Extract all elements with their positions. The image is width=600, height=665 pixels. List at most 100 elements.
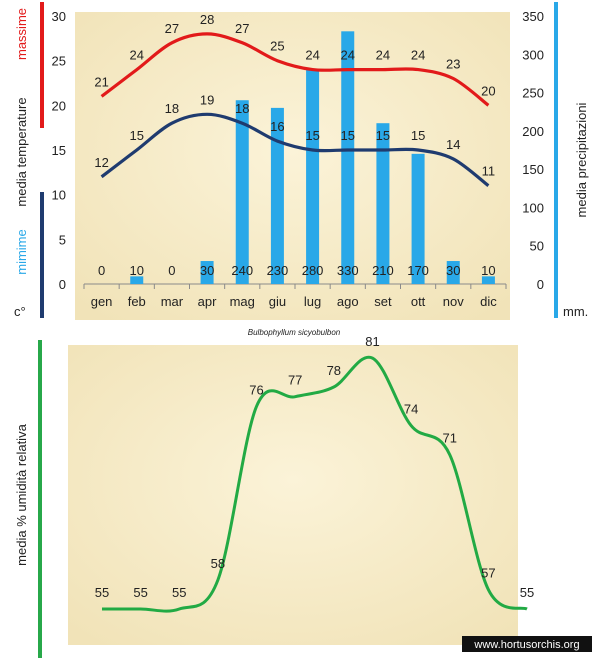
left-tick-label: 30 [52, 9, 66, 24]
humidity-label: 55 [133, 585, 147, 600]
right-tick-label: 0 [537, 277, 544, 292]
max-temperature-line [100, 32, 490, 107]
month-label: dic [480, 294, 497, 309]
precipitation-bar [130, 276, 144, 284]
max-temperature-label: 24 [341, 48, 355, 63]
month-label: feb [128, 294, 146, 309]
right-tick-label: 350 [522, 9, 544, 24]
right-tick-label: 50 [530, 239, 544, 254]
watermark: www.hortusorchis.org [473, 639, 579, 651]
left-tick-label: 15 [52, 143, 66, 158]
humidity-label: 71 [442, 431, 456, 446]
left-axis-title: media temperature [14, 97, 29, 206]
watermark-background [462, 636, 592, 652]
temperature-precipitation-chart: 0510152025300501001502002503003502124272… [52, 9, 544, 309]
top-chart-background [75, 12, 510, 320]
precipitation-bar [270, 107, 284, 284]
left-axis-unit: c° [14, 304, 26, 319]
left-tick-label: 0 [59, 277, 66, 292]
month-label: mag [230, 294, 255, 309]
month-label: ago [337, 294, 359, 309]
minime-label: mimime [14, 229, 29, 275]
humidity-label: 55 [95, 585, 109, 600]
max-temperature-label: 25 [270, 39, 284, 54]
precipitation-bar [235, 100, 249, 284]
min-temperature-label: 15 [341, 128, 355, 143]
precipitation-label: 30 [200, 263, 214, 278]
min-temperature-label: 16 [270, 119, 284, 134]
month-label: gen [91, 294, 113, 309]
precipitation-label: 0 [168, 263, 175, 278]
right-tick-label: 200 [522, 124, 544, 139]
humidity-label: 57 [481, 566, 495, 581]
min-temperature-line [100, 112, 490, 187]
precipitation-label: 0 [98, 263, 105, 278]
min-temperature-label: 19 [200, 92, 214, 107]
right-tick-label: 300 [522, 47, 544, 62]
right-tick-label: 100 [522, 200, 544, 215]
month-label: ott [411, 294, 426, 309]
precipitation-label: 10 [481, 263, 495, 278]
humidity-chart: 55 55 55 58 76 77 78 81 74 71 57 55 [95, 334, 534, 613]
min-temperature-label: 12 [94, 155, 108, 170]
min-temperature-label: 18 [165, 101, 179, 116]
precipitation-bar [446, 261, 460, 284]
precipitation-label: 230 [267, 263, 289, 278]
month-label: set [374, 294, 392, 309]
precipitation-label: 280 [302, 263, 324, 278]
right-tick-label: 150 [522, 162, 544, 177]
max-temperature-label: 24 [130, 48, 144, 63]
precipitation-bar [200, 261, 214, 284]
min-temperature-label: 15 [376, 128, 390, 143]
min-temperature-label: 11 [482, 164, 496, 179]
precipitation-bar [376, 123, 390, 284]
precipitation-label: 240 [231, 263, 253, 278]
max-temperature-label: 23 [446, 57, 460, 72]
min-temperature-label: 18 [235, 101, 249, 116]
max-temperature-label: 21 [94, 74, 108, 89]
left-tick-label: 20 [52, 98, 66, 113]
humidity-label: 78 [327, 363, 341, 378]
right-tick-label: 250 [522, 86, 544, 101]
max-temperature-label: 28 [200, 12, 214, 27]
right-axis-unit: mm. [563, 304, 588, 319]
humidity-label: 81 [365, 334, 379, 349]
precipitation-label: 170 [407, 263, 429, 278]
month-label: lug [304, 294, 321, 309]
left-tick-label: 25 [52, 54, 66, 69]
max-temperature-label: 20 [481, 83, 495, 98]
month-label: nov [443, 294, 464, 309]
precipitation-bar [341, 31, 355, 284]
humidity-line [101, 355, 528, 613]
humidity-label: 55 [520, 585, 534, 600]
humidity-label: 74 [404, 402, 418, 417]
max-temperature-label: 24 [411, 48, 425, 63]
right-axis-title: media precipitazioni [574, 102, 589, 217]
precipitation-bar [306, 69, 320, 284]
left-tick-label: 5 [59, 232, 66, 247]
month-label: apr [198, 294, 217, 309]
humidity-label: 76 [249, 382, 263, 397]
max-temperature-label: 27 [165, 21, 179, 36]
min-temperature-label: 15 [130, 128, 144, 143]
month-label: giu [269, 294, 286, 309]
max-temperature-label: 24 [376, 48, 390, 63]
bottom-chart-background [68, 345, 518, 645]
max-temperature-label: 24 [305, 48, 319, 63]
massime-label: massime [14, 8, 29, 60]
humidity-label: 58 [211, 556, 225, 571]
month-label: mar [161, 294, 184, 309]
humidity-axis-title: media % umidità relativa [14, 423, 29, 565]
precipitation-bar [411, 153, 425, 284]
precipitation-label: 10 [130, 263, 144, 278]
min-temperature-label: 15 [305, 128, 319, 143]
chart-title: Bulbophyllum sicyobulbon [248, 328, 341, 337]
max-temperature-label: 27 [235, 21, 249, 36]
min-temperature-label: 14 [446, 137, 460, 152]
left-tick-label: 10 [52, 188, 66, 203]
humidity-label: 77 [288, 373, 302, 388]
precipitation-bar [481, 276, 495, 284]
min-temperature-label: 15 [411, 128, 425, 143]
